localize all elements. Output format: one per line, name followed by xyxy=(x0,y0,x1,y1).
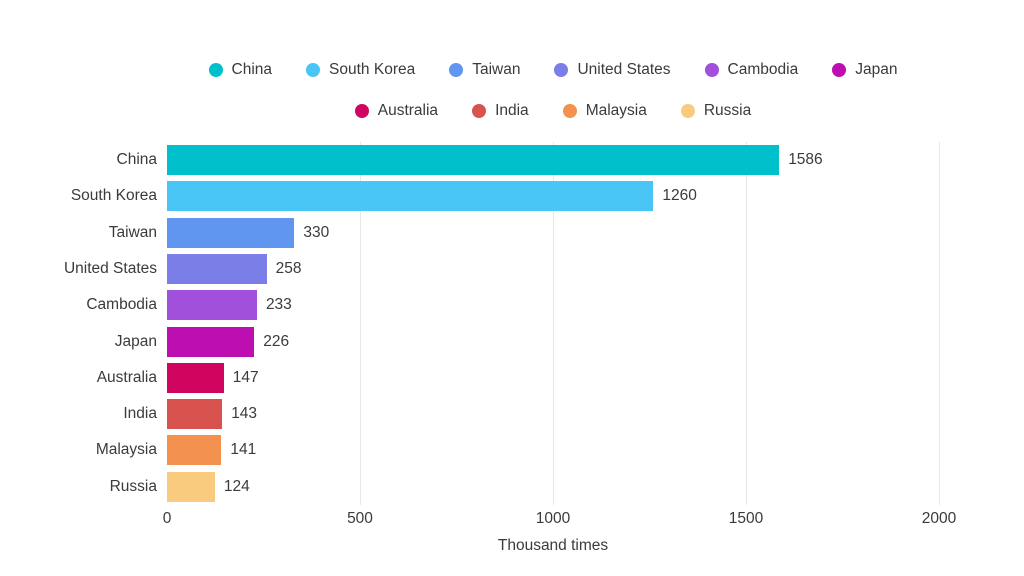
category-label: Cambodia xyxy=(86,296,157,314)
value-label: 141 xyxy=(230,441,257,459)
bar-taiwan[interactable] xyxy=(167,217,295,248)
legend-marker-icon xyxy=(472,104,487,118)
category-label: Taiwan xyxy=(108,223,157,241)
legend-item-india[interactable]: India xyxy=(472,97,529,125)
category-label: South Korea xyxy=(70,187,157,205)
legend-label: Malaysia xyxy=(585,102,647,119)
plot-area: 1586 1260 330 258 233 226 147 143 141 124 xyxy=(167,142,940,505)
value-label: 1260 xyxy=(662,187,697,205)
value-label: 1586 xyxy=(788,151,823,168)
value-label: 258 xyxy=(275,259,302,277)
legend-label: South Korea xyxy=(329,61,416,78)
bar-russia[interactable] xyxy=(167,471,215,502)
legend-marker-icon xyxy=(306,63,321,77)
bar-cambodia[interactable] xyxy=(167,290,257,321)
x-axis-ticks: 0 500 1000 1500 2000 xyxy=(163,510,957,532)
legend-row: Australia India Malaysia Russia xyxy=(354,97,752,125)
legend-marker-icon xyxy=(680,104,695,118)
bar-united-states[interactable] xyxy=(167,253,267,284)
category-label: United States xyxy=(63,259,157,277)
legend-item-cambodia[interactable]: Cambodia xyxy=(704,56,799,84)
legend-label: Cambodia xyxy=(727,61,799,78)
legend-item-japan[interactable]: Japan xyxy=(832,56,897,84)
legend-label: China xyxy=(231,61,273,78)
bar-japan[interactable] xyxy=(167,326,255,357)
value-label: 226 xyxy=(263,332,290,350)
legend-marker-icon xyxy=(554,63,569,77)
legend-item-taiwan[interactable]: Taiwan xyxy=(449,56,520,84)
legend-marker-icon xyxy=(354,104,369,118)
legend-label: India xyxy=(495,102,529,119)
legend-item-malaysia[interactable]: Malaysia xyxy=(562,97,647,125)
legend-marker-icon xyxy=(208,63,223,77)
value-label: 330 xyxy=(303,223,330,241)
legend-label: Russia xyxy=(703,102,752,119)
category-label: Malaysia xyxy=(95,441,157,459)
value-label: 124 xyxy=(223,477,250,495)
x-tick-label: 1000 xyxy=(535,510,571,527)
y-axis-labels: China South Korea Taiwan United States Cambo… xyxy=(0,142,157,505)
value-label: 233 xyxy=(265,296,292,314)
legend-marker-icon xyxy=(562,104,577,118)
category-label: India xyxy=(123,405,157,423)
legend-label: United States xyxy=(577,61,671,78)
legend-marker-icon xyxy=(704,63,719,77)
legend-label: Japan xyxy=(855,61,898,78)
category-label: Russia xyxy=(109,477,157,495)
bar-india[interactable] xyxy=(167,399,223,430)
value-label: 147 xyxy=(232,368,259,386)
x-tick-label: 1500 xyxy=(728,510,764,527)
gridline xyxy=(746,142,747,505)
gridline xyxy=(939,142,940,505)
legend-item-russia[interactable]: Russia xyxy=(680,97,752,125)
legend-marker-icon xyxy=(449,63,464,77)
bar-south-korea[interactable] xyxy=(167,181,654,212)
bar-china[interactable] xyxy=(167,145,780,175)
chart-legend: China South Korea Taiwan United States Cambo… xyxy=(167,56,939,125)
category-label: Japan xyxy=(114,332,157,350)
x-axis-title: Thousand times xyxy=(497,537,609,554)
legend-item-south-korea[interactable]: South Korea xyxy=(306,56,415,84)
legend-item-united-states[interactable]: United States xyxy=(554,56,671,84)
x-tick-label: 500 xyxy=(347,510,373,527)
legend-label: Australia xyxy=(377,102,439,119)
gridline xyxy=(360,142,361,505)
x-tick-label: 0 xyxy=(162,510,172,527)
legend-item-china[interactable]: China xyxy=(208,56,273,84)
bar-australia[interactable] xyxy=(167,362,224,393)
category-label: Australia xyxy=(96,368,157,386)
category-label: China xyxy=(116,151,158,168)
gridline xyxy=(553,142,554,505)
legend-item-australia[interactable]: Australia xyxy=(354,97,439,125)
value-label: 143 xyxy=(231,405,258,423)
legend-row: China South Korea Taiwan United States Cambo… xyxy=(208,56,897,84)
legend-label: Taiwan xyxy=(472,61,521,78)
x-tick-label: 2000 xyxy=(921,510,957,527)
legend-marker-icon xyxy=(832,63,847,77)
bar-malaysia[interactable] xyxy=(167,435,222,466)
